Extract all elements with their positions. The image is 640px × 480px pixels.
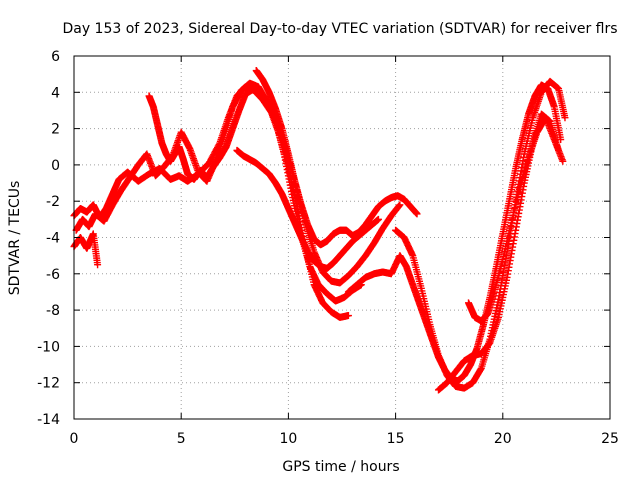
data-point bbox=[413, 210, 421, 218]
data-point bbox=[94, 261, 102, 269]
x-tick-label: 20 bbox=[494, 431, 512, 447]
chart-title: Day 153 of 2023, Sidereal Day-to-day VTE… bbox=[62, 21, 617, 37]
axis-ticks: 0 5 10 15 20 25 -14 -12 -10 -8 -6 -4 -2 0 2 4 6 bbox=[37, 49, 619, 447]
y-tick-label: 4 bbox=[51, 85, 60, 101]
y-tick-label: -14 bbox=[37, 412, 60, 428]
data-series bbox=[252, 67, 421, 249]
y-axis-title: SDTVAR / TECUs bbox=[7, 181, 23, 296]
x-tick-label: 0 bbox=[70, 431, 79, 447]
data-point bbox=[344, 312, 352, 320]
y-tick-label: -12 bbox=[37, 376, 60, 392]
y-tick-label: -2 bbox=[46, 194, 60, 210]
data-marks bbox=[70, 67, 569, 394]
data-series bbox=[233, 146, 382, 272]
y-tick-label: 6 bbox=[51, 49, 60, 65]
y-tick-label: -6 bbox=[46, 267, 60, 283]
data-point bbox=[396, 201, 404, 209]
x-tick-label: 5 bbox=[177, 431, 186, 447]
data-series bbox=[70, 230, 102, 269]
data-point bbox=[374, 215, 382, 223]
y-tick-label: -10 bbox=[37, 339, 60, 355]
data-point bbox=[559, 157, 567, 165]
x-tick-label: 10 bbox=[279, 431, 297, 447]
grid bbox=[74, 56, 610, 419]
x-axis-title: GPS time / hours bbox=[282, 459, 399, 475]
y-tick-label: -4 bbox=[46, 231, 60, 247]
data-series bbox=[464, 114, 567, 325]
x-tick-label: 15 bbox=[387, 431, 405, 447]
data-point bbox=[561, 114, 569, 122]
y-tick-label: -8 bbox=[46, 303, 60, 319]
y-tick-label: 0 bbox=[51, 158, 60, 174]
y-tick-label: 2 bbox=[51, 122, 60, 138]
x-tick-label: 25 bbox=[601, 431, 619, 447]
